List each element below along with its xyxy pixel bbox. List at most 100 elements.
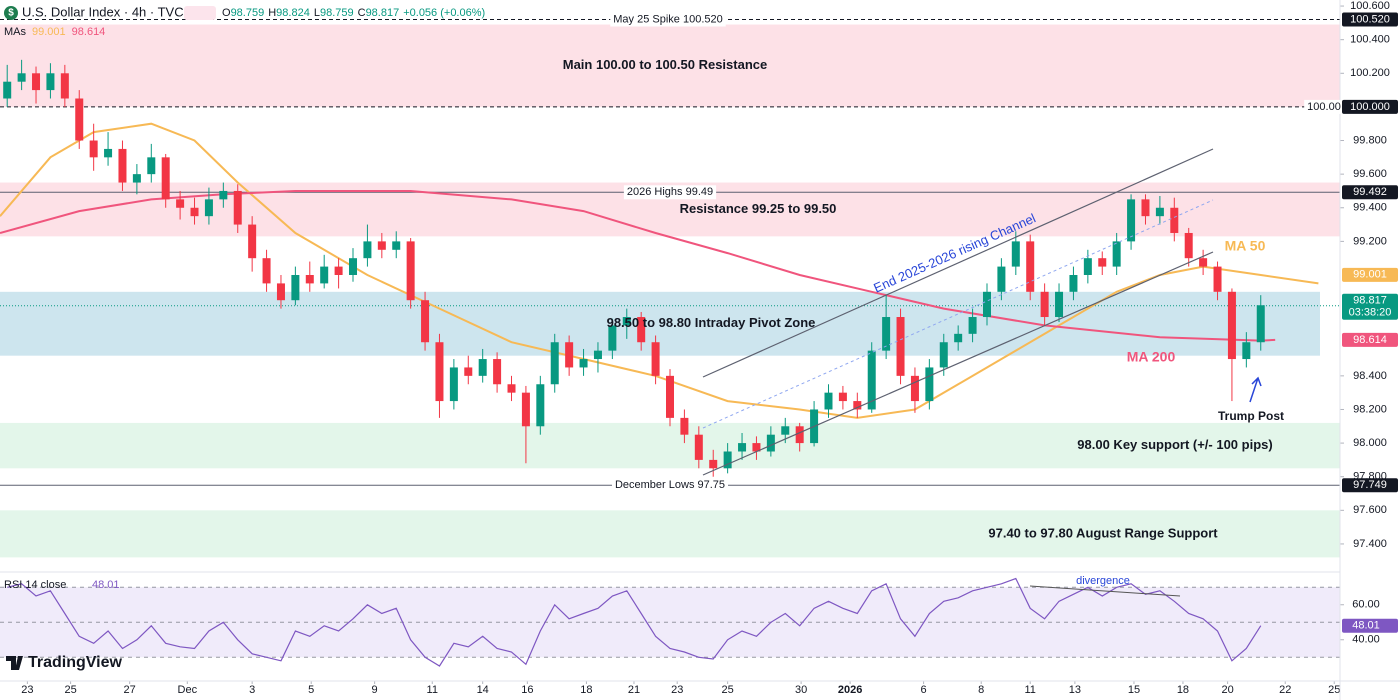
- rsi-tick-label: 40.00: [1352, 634, 1380, 646]
- candle-body: [637, 317, 646, 343]
- candle-body: [1112, 241, 1121, 267]
- candle-body: [349, 258, 358, 275]
- candle-body: [1026, 241, 1035, 292]
- zone: [0, 24, 1340, 107]
- price-badge-text: 100.520: [1350, 13, 1390, 25]
- candle-body: [968, 317, 977, 334]
- price-badge: [1342, 332, 1398, 347]
- x-tick-label: 25: [722, 684, 734, 696]
- ma-label: MAs: [4, 26, 27, 38]
- ma-value: 98.614: [72, 26, 106, 38]
- candle-body: [1199, 258, 1208, 267]
- x-tick-label: 3: [249, 684, 255, 696]
- candle-body: [1184, 232, 1193, 259]
- ma-name: MA 200: [1127, 349, 1176, 365]
- legend-value: 98.759: [320, 7, 354, 19]
- level-label-bg: [623, 185, 717, 200]
- candle-body: [939, 342, 948, 368]
- candle-body: [925, 367, 934, 402]
- candle-body: [406, 241, 415, 301]
- candle-body: [666, 375, 674, 418]
- candle-body: [1055, 291, 1064, 318]
- candle-body: [1141, 199, 1150, 217]
- price-badge: [1342, 478, 1398, 493]
- candle-body: [838, 392, 847, 402]
- ma-name: MA 50: [1225, 238, 1266, 254]
- candle-body: [824, 392, 833, 410]
- x-tick-label: 2026: [838, 684, 862, 696]
- rsi-value: 48.01: [92, 579, 120, 591]
- x-tick-label: 18: [580, 684, 592, 696]
- candle-body: [694, 434, 703, 460]
- y-tick-label: 99.600: [1353, 168, 1387, 180]
- level-label: December Lows 97.75: [615, 479, 725, 491]
- legend-key: L: [314, 7, 320, 19]
- candle-body: [104, 148, 113, 158]
- candle-body: [204, 199, 213, 217]
- x-tick-label: Dec: [178, 684, 198, 696]
- zone-label: 97.40 to 97.80 August Range Support: [988, 525, 1218, 540]
- candle-body: [593, 350, 602, 360]
- symbol-title: U.S. Dollar Index · 4h · TVC: [22, 4, 184, 19]
- candle-body: [478, 359, 487, 376]
- candle-body: [3, 81, 12, 99]
- level-label: 2026 Highs 99.49: [627, 186, 713, 198]
- x-tick-label: 15: [1128, 684, 1140, 696]
- candle-body: [161, 157, 170, 200]
- candle-body: [781, 426, 790, 435]
- candle-body: [579, 359, 588, 368]
- y-tick-label: 99.800: [1353, 134, 1387, 146]
- price-badge-text: 99.492: [1353, 186, 1387, 198]
- candle-body: [493, 359, 502, 385]
- candle-body: [536, 384, 545, 427]
- candle-body: [565, 342, 574, 368]
- candle-body: [1011, 241, 1020, 267]
- candle-body: [1127, 199, 1136, 242]
- ma-line: [0, 190, 1276, 342]
- x-tick-label: 5: [308, 684, 314, 696]
- candle-body: [276, 283, 285, 301]
- candle-body: [997, 266, 1006, 292]
- y-tick-label: 98.400: [1353, 370, 1387, 382]
- candle-body: [1040, 291, 1049, 318]
- legend-value: 98.759: [231, 7, 265, 19]
- candle-body: [1227, 291, 1236, 360]
- candle-body: [752, 443, 761, 452]
- candle-body: [1242, 342, 1251, 360]
- candle-body: [190, 207, 199, 217]
- candle-body: [147, 157, 156, 175]
- y-tick-label: 99.200: [1353, 235, 1387, 247]
- ma-line: [0, 122, 1319, 419]
- x-tick-label: 18: [1177, 684, 1189, 696]
- level-label: 100.00: [1307, 101, 1341, 113]
- x-tick-label: 13: [1069, 684, 1081, 696]
- price-badge: [1342, 185, 1398, 200]
- candle-body: [17, 73, 26, 82]
- candle-body: [176, 199, 185, 208]
- channel-upper: [702, 148, 1214, 378]
- rsi-badge: [1342, 618, 1398, 633]
- legend-key: O: [222, 7, 231, 19]
- candle-body: [219, 190, 228, 200]
- x-tick-label: 11: [427, 684, 438, 696]
- symbol-logo: [4, 6, 18, 20]
- ma-value: 99.001: [32, 26, 66, 38]
- candle-body: [421, 300, 430, 343]
- rsi-tick-label: 60.00: [1352, 599, 1380, 611]
- candle-body: [118, 148, 127, 183]
- x-tick-label: 30: [795, 684, 807, 696]
- rsi-badge-text: 48.01: [1352, 620, 1380, 632]
- candle-body: [766, 434, 775, 452]
- x-tick-label: 23: [671, 684, 683, 696]
- y-tick-label: 100.200: [1350, 67, 1390, 79]
- candle-body: [1083, 258, 1092, 275]
- x-tick-label: 25: [1328, 684, 1340, 696]
- price-badge-text: 98.614: [1353, 334, 1387, 346]
- level-label-bg: [610, 12, 726, 27]
- candle-body: [363, 241, 372, 259]
- candle-body: [320, 266, 329, 284]
- price-badge-text: 97.749: [1353, 479, 1387, 491]
- price-badge: [1342, 12, 1398, 27]
